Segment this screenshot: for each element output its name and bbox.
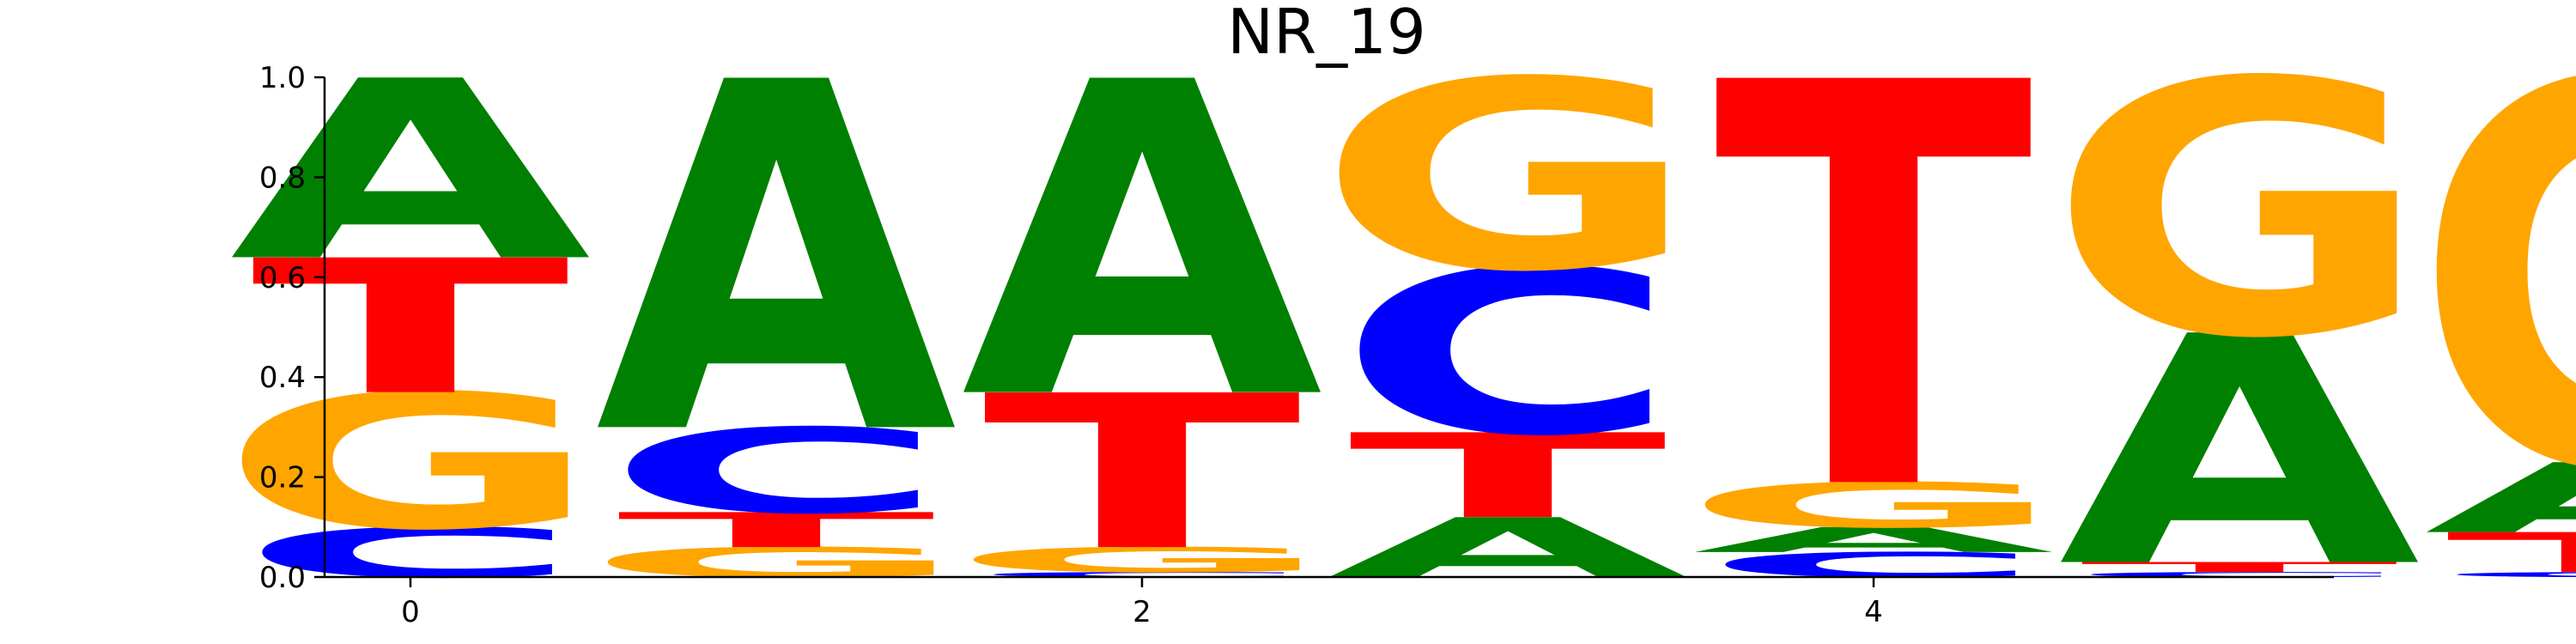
logo-letter-c: C (605, 404, 947, 540)
logo-letter-a: A (1327, 501, 1692, 596)
logo-letter-t: T (2080, 559, 2401, 575)
y-tick-label: 1.0 (259, 61, 306, 95)
logo-letter-c: C (1336, 222, 1679, 485)
logo-letter-t: T (982, 350, 1303, 598)
logo-letter-g: G (585, 539, 969, 587)
logo-letter-a: A (595, 0, 960, 541)
logo-letter-t: T (1348, 409, 1669, 544)
logo-letter-a: A (1692, 520, 2057, 560)
logo-letter-g: G (2414, 0, 2576, 586)
logo-letter-c: C (970, 571, 1313, 579)
chart-title: NR_19 (1227, 0, 1426, 68)
logo-letter-t: T (1714, 0, 2035, 613)
logo-letter-t: T (2445, 521, 2576, 585)
logo-letter-g: G (2048, 9, 2432, 415)
logo-letter-c: C (2068, 571, 2410, 579)
logo-letter-c: C (2433, 571, 2576, 579)
x-tick-label: 4 (1864, 595, 1883, 629)
x-tick-label: 2 (1133, 595, 1151, 629)
y-tick-label: 0.6 (259, 261, 306, 295)
logo-letter-a: A (2424, 443, 2576, 555)
logo-letter-t: T (251, 221, 572, 436)
logo-letter-g: G (219, 355, 603, 571)
logo-letter-g: G (1682, 470, 2066, 542)
y-tick-label: 0.4 (259, 361, 306, 395)
x-tick-label: 0 (401, 595, 420, 629)
logo-letter-t: T (617, 502, 938, 558)
logo-letter-a: A (961, 0, 1326, 495)
y-tick-label: 0.2 (259, 461, 306, 495)
y-tick-label: 0.0 (259, 561, 306, 595)
logo-letter-a: A (2058, 270, 2423, 637)
chart-axes: 0.00.20.40.60.81.00246810 (259, 61, 2334, 629)
logo-letter-g: G (951, 540, 1334, 580)
logo-letter-g: G (1316, 26, 1700, 329)
y-tick-label: 0.8 (259, 161, 306, 195)
logo-letter-a: A (229, 28, 594, 315)
logo-letters: CGTAGTCACGTAATCGCAGTCTAGCTAGTACGACGTGATC… (219, 0, 2576, 637)
